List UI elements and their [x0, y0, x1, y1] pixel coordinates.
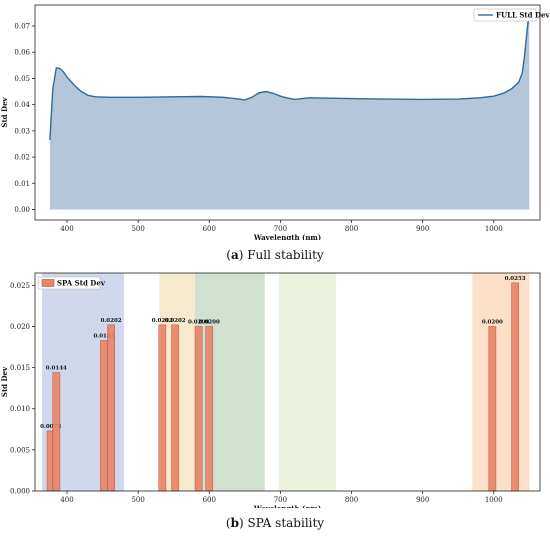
y-tick-label: 0.00 — [14, 206, 30, 214]
y-tick-label: 0.015 — [10, 364, 30, 372]
bar — [488, 326, 497, 492]
bar-value-label: 0.0144 — [46, 366, 67, 372]
x-tick-label: 900 — [416, 225, 429, 233]
y-axis-label: Std Dev — [0, 96, 9, 127]
y-tick-label: 0.000 — [10, 488, 30, 496]
y-tick-label: 0.04 — [14, 101, 30, 109]
x-tick-label: 600 — [203, 225, 216, 233]
bar — [52, 372, 61, 492]
legend-swatch — [41, 279, 55, 287]
legend: SPA Std Dev — [37, 276, 106, 290]
y-tick-label: 0.05 — [14, 75, 30, 83]
full-std-area — [49, 12, 530, 210]
x-tick-label: 500 — [131, 225, 144, 233]
x-tick-label: 400 — [60, 225, 73, 233]
x-tick-label: 800 — [345, 496, 358, 504]
y-tick-label: 0.02 — [14, 154, 30, 162]
caption-b: (b) SPA stability — [225, 516, 325, 530]
bar-value-label: 0.0202 — [152, 318, 173, 324]
y-axis-label: Std Dev — [0, 366, 9, 397]
x-axis-label: Wavelength (nm) — [253, 504, 321, 508]
region-band — [472, 273, 530, 491]
y-tick-label: 0.01 — [14, 180, 30, 188]
caption-a: (a) Full stability — [226, 248, 324, 262]
x-tick-label: 500 — [131, 496, 144, 504]
y-tick-label: 0.005 — [10, 446, 30, 454]
full-stability-chart: 400 500 600 700 800 900 1000 0.00 0.01 0.02 0.03 0.… — [0, 4, 550, 240]
x-tick-label: 700 — [274, 496, 287, 504]
bar-value-label: 0.0202 — [101, 318, 122, 324]
bar-value-label: 0.0253 — [505, 276, 526, 282]
legend-label: FULL Std Dev — [496, 11, 550, 20]
x-axis-label: Wavelength (nm) — [253, 233, 321, 240]
legend: FULL Std Dev — [473, 8, 550, 22]
bar-value-label: 0.0200 — [188, 319, 209, 325]
bar-value-label: 0.0073 — [40, 424, 61, 430]
y-tick-label: 0.025 — [10, 282, 30, 290]
y-tick-label: 0.06 — [14, 49, 30, 57]
x-tick-label: 900 — [416, 496, 429, 504]
bar — [511, 282, 519, 492]
plot-frame — [34, 272, 541, 492]
x-tick-label: 1000 — [485, 225, 503, 233]
bar — [100, 340, 108, 492]
bar-value-label: 0.0202 — [165, 318, 186, 324]
x-tick-label: 1000 — [485, 496, 503, 504]
full-std-line — [49, 12, 530, 141]
legend-box — [473, 8, 537, 22]
bar-value-label: 0.0183 — [93, 333, 114, 339]
x-tick-label: 700 — [274, 225, 287, 233]
bar — [171, 324, 179, 492]
x-tick-label: 400 — [60, 496, 73, 504]
bar — [194, 326, 203, 492]
bar — [107, 324, 115, 492]
y-tick-label: 0.010 — [10, 405, 30, 413]
y-tick-label: 0.020 — [10, 323, 30, 331]
y-tick-label: 0.07 — [14, 22, 30, 30]
bar-value-label: 0.0200 — [199, 319, 220, 325]
plot-frame — [34, 4, 541, 221]
bar-value-label: 0.0200 — [482, 319, 503, 325]
x-tick-label: 800 — [345, 225, 358, 233]
x-tick-label: 600 — [203, 496, 216, 504]
y-tick-label: 0.03 — [14, 127, 30, 135]
bar — [158, 324, 167, 492]
region-band — [278, 273, 336, 491]
bar — [205, 326, 214, 492]
legend-label: SPA Std Dev — [57, 279, 106, 288]
